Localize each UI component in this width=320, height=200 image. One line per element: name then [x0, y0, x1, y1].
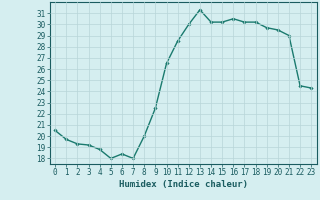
X-axis label: Humidex (Indice chaleur): Humidex (Indice chaleur) — [119, 180, 248, 189]
